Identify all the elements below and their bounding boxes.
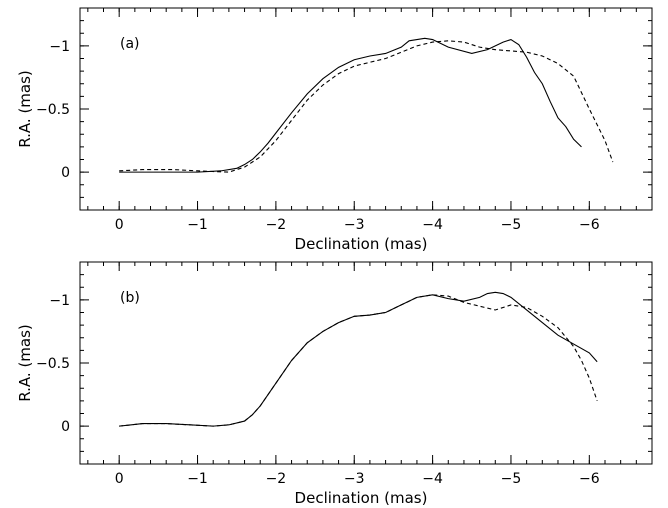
y-tick-label: −0.5	[36, 356, 70, 372]
x-tick-label: −6	[579, 471, 600, 487]
x-tick-label: 0	[115, 471, 124, 487]
x-tick-label: −3	[344, 471, 365, 487]
x-tick-label: −2	[266, 471, 287, 487]
y-tick-label: −1	[49, 293, 70, 309]
x-axis-label: Declination (mas)	[295, 489, 428, 507]
x-tick-label: −4	[422, 217, 443, 233]
y-tick-label: −1	[49, 39, 70, 55]
x-tick-label: −3	[344, 217, 365, 233]
series-line-solid	[119, 37, 582, 173]
plot-frame	[79, 7, 653, 211]
y-axis-label: R.A. (mas)	[16, 324, 34, 402]
x-tick-label: −5	[501, 471, 522, 487]
panel-label: (b)	[120, 290, 140, 306]
x-tick-label: −4	[422, 471, 443, 487]
plot-frame	[79, 261, 653, 465]
x-tick-label: −6	[579, 217, 600, 233]
series-line-dashed	[119, 40, 614, 173]
y-tick-label: 0	[61, 165, 70, 181]
x-tick-label: −1	[187, 471, 208, 487]
x-tick-label: −5	[501, 217, 522, 233]
y-axis-label: R.A. (mas)	[16, 70, 34, 148]
y-tick-label: 0	[61, 419, 70, 435]
chart-panel-1: 0 −1 −2 −3 −4 −5 −6 0 −0.5 −1 Declination (mas) R.A…	[16, 261, 653, 507]
x-axis-label: Declination (mas)	[295, 235, 428, 253]
series-line-solid	[119, 291, 598, 427]
x-tick-label: −1	[187, 217, 208, 233]
panel-label: (a)	[120, 36, 140, 52]
x-tick-label: −2	[266, 217, 287, 233]
y-tick-label: −0.5	[36, 102, 70, 118]
series-line-dashed	[119, 294, 598, 427]
chart-panel-0: 0 −1 −2 −3 −4 −5 −6 0 −0.5 −1 Declination (mas) R.A…	[16, 7, 653, 253]
x-tick-label: 0	[115, 217, 124, 233]
